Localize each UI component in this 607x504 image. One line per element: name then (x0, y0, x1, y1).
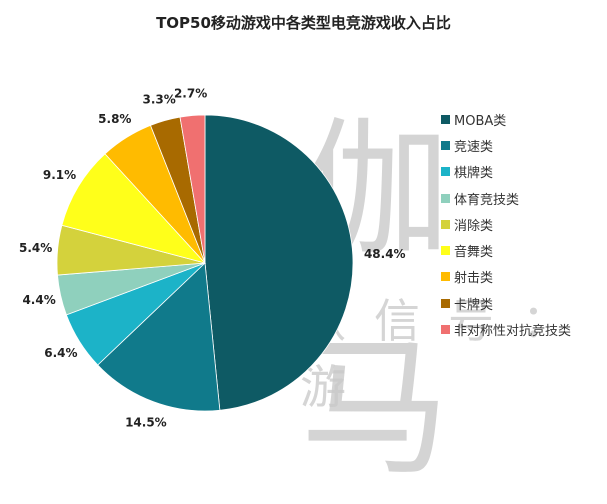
legend-label: 棋牌类 (454, 166, 494, 182)
legend: MOBA类竞速类棋牌类体育竞技类消除类音舞类射击类卡牌类非对称性对抗竞技类 (441, 106, 571, 343)
data-label-2: 6.4% (44, 346, 77, 360)
legend-swatch (441, 272, 450, 282)
data-label-5: 9.1% (43, 168, 76, 182)
legend-label: 竞速类 (454, 139, 494, 155)
legend-item: MOBA类 (441, 106, 571, 132)
pie-slice-5 (61, 153, 207, 264)
data-label-0: 48.4% (364, 247, 406, 261)
chart-title: TOP50移动游戏中各类型电竞游戏收入占比 (156, 14, 451, 32)
legend-item: 棋牌类 (441, 159, 571, 185)
legend-item: 消除类 (441, 211, 571, 237)
legend-label: 非对称性对抗竞技类 (454, 324, 572, 340)
legend-swatch (441, 114, 450, 124)
legend-item: 竞速类 (441, 132, 571, 158)
legend-label: 体育竞技类 (454, 192, 520, 208)
pie-slice-8 (179, 114, 206, 264)
data-label-1: 14.5% (125, 415, 167, 429)
legend-swatch (441, 140, 450, 150)
legend-label: 卡牌类 (454, 297, 494, 313)
legend-swatch (441, 167, 450, 177)
legend-label: MOBA类 (454, 113, 507, 129)
legend-item: 体育竞技类 (441, 185, 571, 211)
legend-label: 音舞类 (454, 245, 494, 261)
legend-item: 音舞类 (441, 237, 571, 263)
legend-swatch (441, 246, 450, 256)
legend-item: 射击类 (441, 264, 571, 290)
pie-slice-1 (97, 262, 221, 412)
legend-label: 射击类 (454, 271, 494, 287)
data-label-4: 5.4% (19, 241, 52, 255)
legend-swatch (441, 325, 450, 335)
data-label-6: 5.8% (98, 112, 131, 126)
data-label-3: 4.4% (22, 293, 55, 307)
legend-item: 非对称性对抗竞技类 (441, 316, 571, 342)
legend-item: 卡牌类 (441, 290, 571, 316)
data-label-7: 3.3% (142, 92, 175, 106)
legend-swatch (441, 219, 450, 229)
legend-swatch (441, 193, 450, 203)
legend-label: 消除类 (454, 218, 494, 234)
legend-swatch (441, 298, 450, 308)
pie-slice-0 (204, 114, 354, 411)
data-label-8: 2.7% (174, 87, 207, 101)
pie-chart: 48.4% 14.5% 6.4% 4.4% 5.4% 9.1% 5.8% 3.3%2.7% (19, 87, 406, 430)
